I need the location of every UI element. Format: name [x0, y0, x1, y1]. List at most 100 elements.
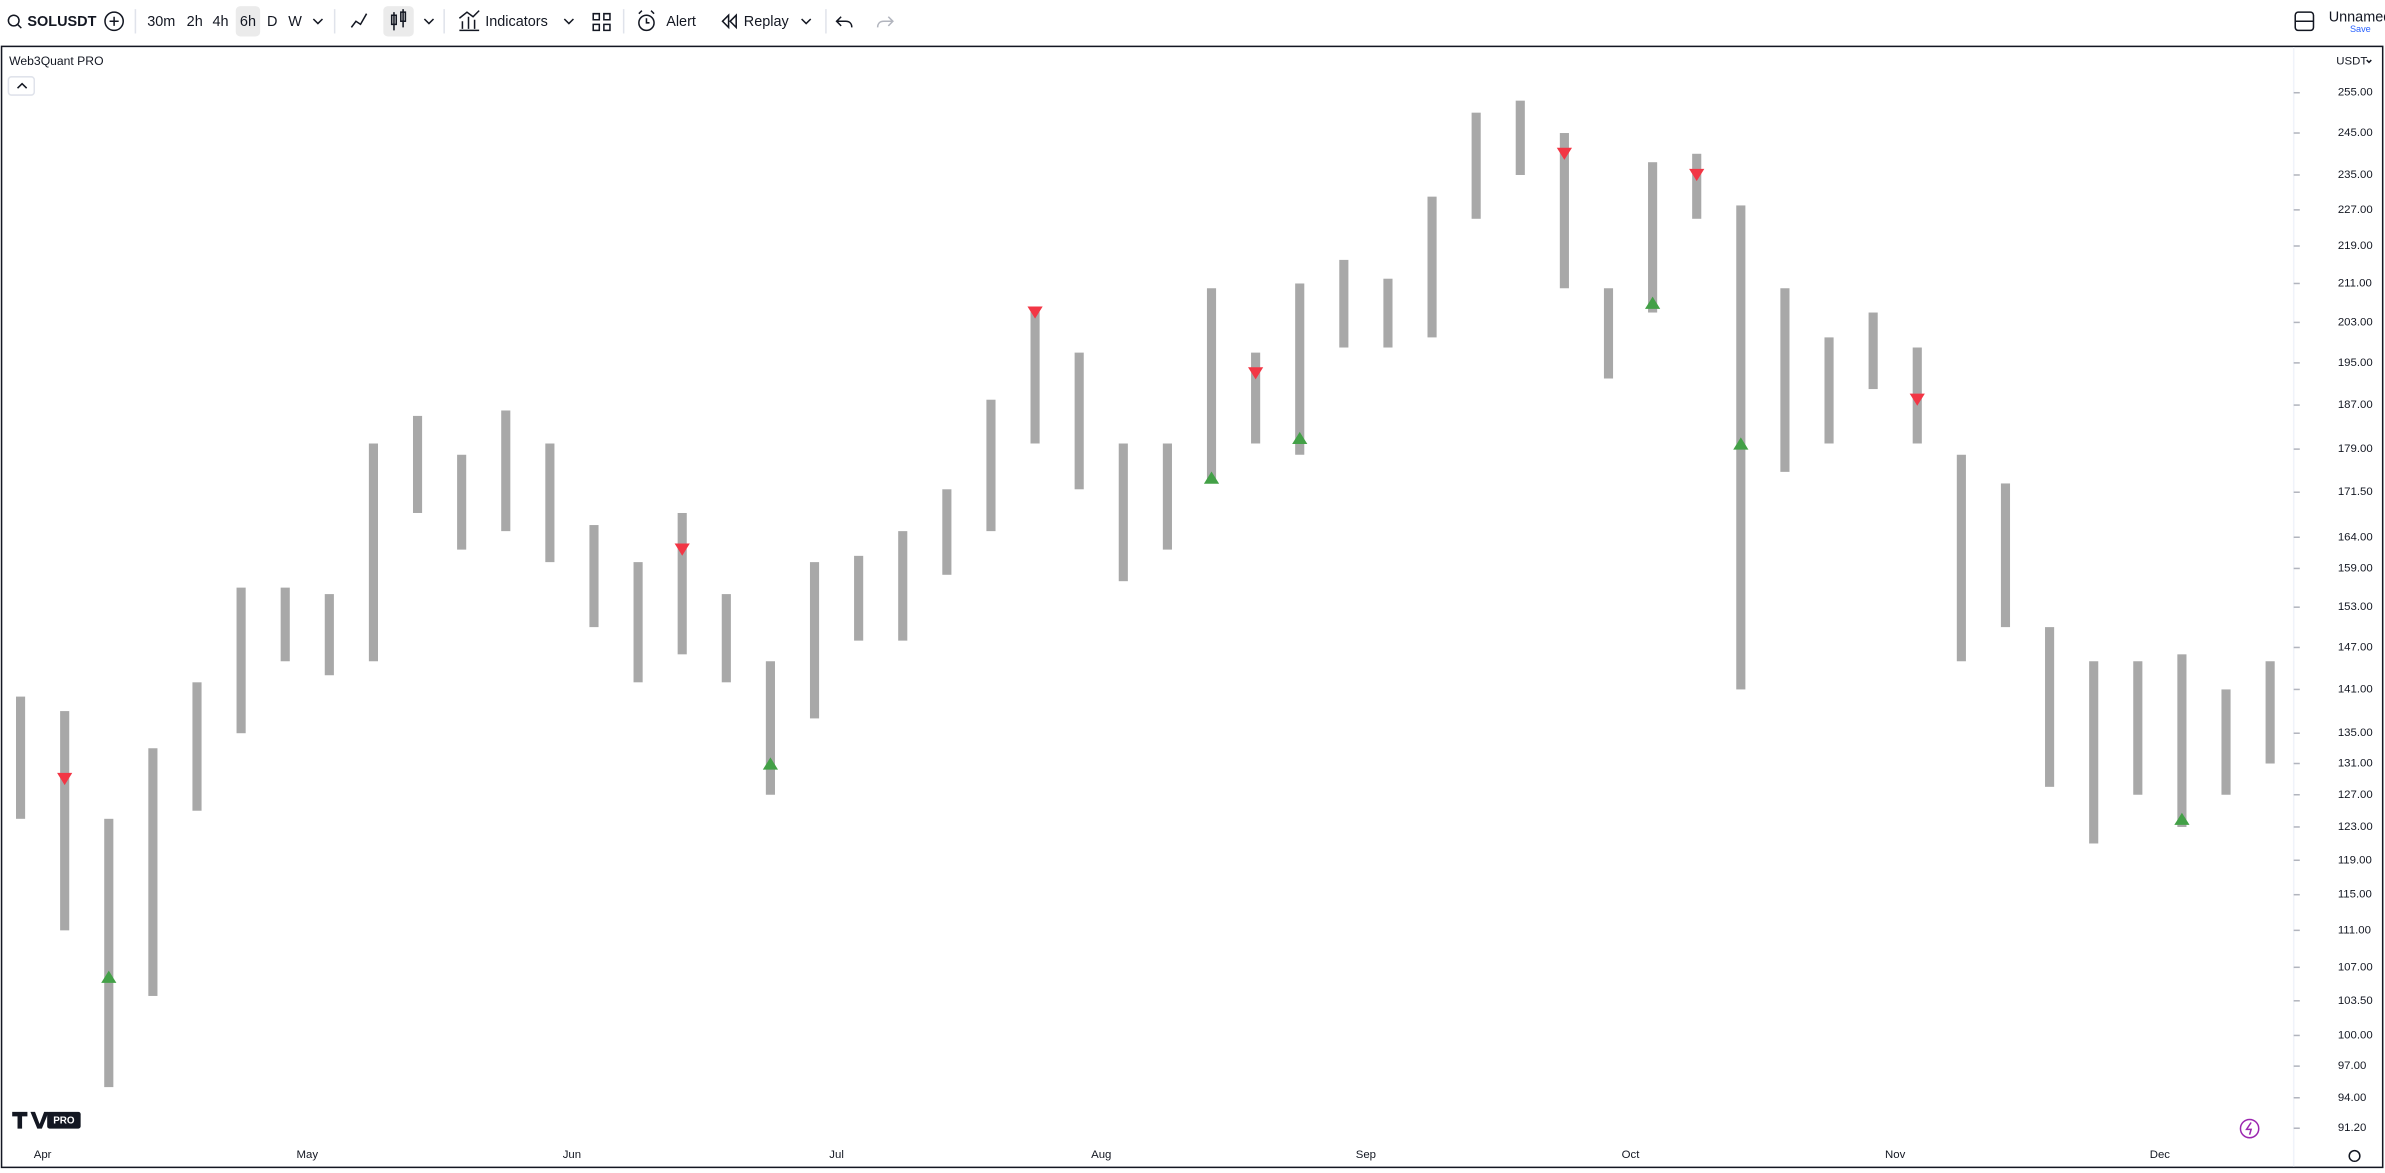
price-bar: [1251, 352, 1261, 444]
y-tick-label: 91.20: [2338, 1122, 2367, 1134]
price-bar: [986, 399, 996, 532]
price-bar: [2221, 689, 2231, 795]
buy-signal: [762, 757, 779, 770]
x-tick-label: Dec: [2150, 1149, 2171, 1161]
price-bar: [1956, 454, 1966, 662]
price-bar: [324, 594, 334, 676]
y-tick-label: 127.00: [2338, 789, 2373, 801]
x-tick-label: Sep: [1356, 1149, 1376, 1161]
alert-icon[interactable]: [638, 14, 655, 32]
currency-caret: [2366, 59, 2372, 64]
settings-button[interactable]: [2348, 1149, 2361, 1163]
price-bar: [1603, 288, 1614, 379]
price-bar: [2265, 661, 2275, 764]
y-tick-label: 135.00: [2338, 727, 2373, 739]
price-bar: [942, 489, 952, 575]
y-tick-label: 153.00: [2338, 601, 2373, 613]
indicator-title: Web3Quant PRO: [9, 54, 103, 68]
price-bar: [412, 415, 423, 513]
undo-button[interactable]: [835, 16, 853, 28]
price-bar: [16, 696, 26, 819]
y-tick-label: 255.00: [2338, 87, 2373, 99]
interval[interactable]: 30m: [147, 14, 175, 30]
templates-icon[interactable]: [592, 12, 611, 32]
price-bar: [898, 531, 908, 641]
collapse-button[interactable]: [7, 76, 36, 96]
interval[interactable]: 4h: [213, 14, 229, 30]
y-tick-label: 211.00: [2338, 277, 2372, 289]
price-bar: [765, 661, 775, 795]
price-bar: [1824, 337, 1834, 444]
price-bar: [148, 748, 158, 996]
x-tick-label: Nov: [1885, 1149, 1906, 1161]
tv-logo[interactable]: [12, 1111, 49, 1129]
y-tick-label: 115.00: [2338, 889, 2372, 901]
chevron[interactable]: [563, 18, 574, 25]
y-tick-label: 131.00: [2338, 758, 2373, 770]
x-tick-label: Oct: [1622, 1149, 1641, 1161]
chevron[interactable]: [312, 18, 324, 25]
interval[interactable]: 2h: [187, 14, 203, 30]
buy-signal: [1292, 431, 1308, 445]
chevron[interactable]: [801, 18, 812, 25]
indicators-button[interactable]: Indicators: [485, 14, 548, 30]
buy-signal: [2174, 812, 2190, 825]
price-bar: [1074, 352, 1084, 490]
interval[interactable]: D: [267, 14, 277, 30]
compare-button[interactable]: [104, 11, 124, 32]
price-bar: [1206, 288, 1217, 484]
collapse-caret: [16, 82, 28, 89]
y-tick-label: 227.00: [2338, 204, 2373, 216]
price-bar: [2000, 483, 2011, 628]
price-bar: [1780, 288, 1790, 472]
replay-icon[interactable]: [721, 13, 737, 30]
price-bar: [1692, 153, 1702, 219]
active-interval-bg: [235, 6, 261, 37]
search-icon[interactable]: [7, 14, 20, 27]
price-bar: [589, 525, 599, 628]
buy-signal: [1203, 471, 1220, 484]
interval[interactable]: W: [288, 14, 302, 30]
plus-icon: [109, 16, 119, 26]
sell-signal: [1689, 168, 1705, 182]
y-tick-label: 111.00: [2338, 924, 2371, 936]
logo-badge: PRO: [53, 1116, 75, 1127]
buy-signal: [101, 970, 117, 983]
price-bar: [2177, 654, 2187, 827]
indicators-icon[interactable]: [458, 10, 480, 32]
chevron[interactable]: [423, 18, 435, 25]
candle-button-bg[interactable]: [383, 6, 414, 37]
search-icon-handle: [16, 23, 22, 29]
chart-type-icon[interactable]: [350, 13, 368, 28]
price-bar: [633, 562, 643, 683]
layout-name[interactable]: Unnamed: [2329, 9, 2385, 25]
price-bar: [809, 562, 820, 719]
price-bar: [1559, 133, 1569, 289]
flash-icon: [2245, 1122, 2253, 1135]
save-button[interactable]: Save: [2350, 24, 2371, 34]
chart-frame: [0, 45, 2384, 1169]
interval[interactable]: 6h: [240, 14, 256, 30]
price-bar: [280, 587, 290, 662]
x-tick-label: Aug: [1091, 1149, 1111, 1161]
price-bar: [721, 594, 731, 683]
price-bar: [854, 555, 864, 641]
toolbar: [0, 0, 2385, 43]
price-bar: [1648, 162, 1658, 313]
alert-icon-hands: [638, 10, 655, 24]
price-bar: [192, 682, 202, 811]
price-bar: [2133, 661, 2143, 795]
y-tick-label: 203.00: [2338, 316, 2373, 328]
replay-button[interactable]: Replay: [744, 14, 790, 30]
x-tick-label: Jun: [563, 1149, 581, 1161]
symbol[interactable]: SOLUSDT: [27, 14, 96, 30]
price-bar: [1162, 443, 1172, 550]
currency-label[interactable]: USDT: [2336, 56, 2367, 68]
sell-signal: [1909, 393, 1925, 406]
flash-button[interactable]: [2239, 1118, 2260, 1139]
alert-button[interactable]: Alert: [666, 14, 696, 30]
redo-button[interactable]: [876, 16, 894, 28]
y-tick-label: 119.00: [2338, 854, 2372, 866]
candle-icon: [390, 9, 407, 31]
price-bar: [1030, 307, 1040, 444]
